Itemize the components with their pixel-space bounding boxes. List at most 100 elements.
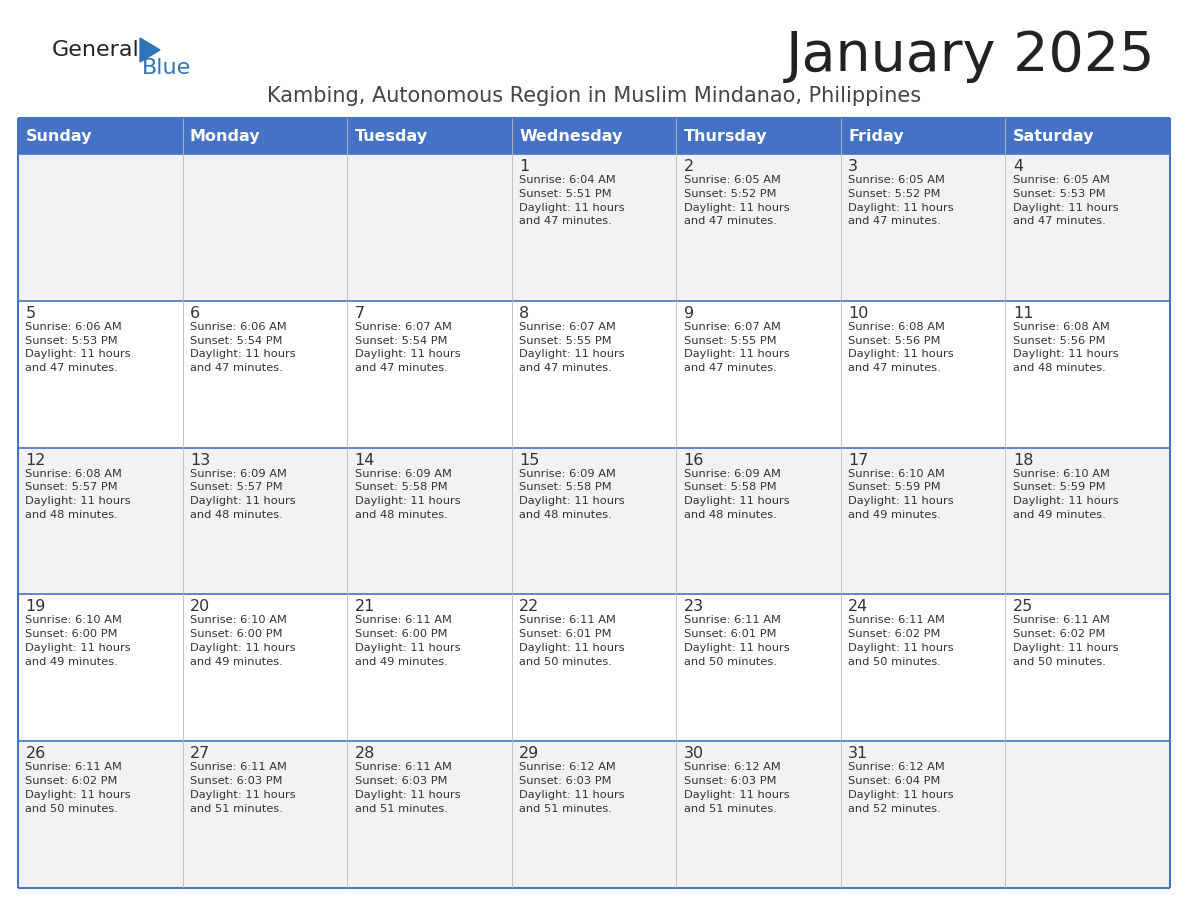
Bar xyxy=(841,594,1005,741)
Text: Sunrise: 6:09 AM: Sunrise: 6:09 AM xyxy=(519,468,617,478)
Text: Sunset: 6:02 PM: Sunset: 6:02 PM xyxy=(848,629,941,639)
Text: Sunset: 6:02 PM: Sunset: 6:02 PM xyxy=(1013,629,1105,639)
Text: Sunset: 5:53 PM: Sunset: 5:53 PM xyxy=(25,336,118,345)
Text: and 47 minutes.: and 47 minutes. xyxy=(519,364,612,374)
Text: and 48 minutes.: and 48 minutes. xyxy=(1013,364,1106,374)
Text: 10: 10 xyxy=(848,306,868,320)
Text: Sunrise: 6:10 AM: Sunrise: 6:10 AM xyxy=(1013,468,1110,478)
Text: 13: 13 xyxy=(190,453,210,467)
Bar xyxy=(183,448,347,594)
Text: Sunrise: 6:04 AM: Sunrise: 6:04 AM xyxy=(519,175,615,185)
Text: Sunset: 5:58 PM: Sunset: 5:58 PM xyxy=(683,482,776,492)
Text: Daylight: 11 hours: Daylight: 11 hours xyxy=(1013,643,1118,653)
Text: Sunset: 5:55 PM: Sunset: 5:55 PM xyxy=(519,336,612,345)
Text: and 49 minutes.: and 49 minutes. xyxy=(190,656,283,666)
Text: Sunset: 5:57 PM: Sunset: 5:57 PM xyxy=(190,482,283,492)
Text: Sunset: 6:01 PM: Sunset: 6:01 PM xyxy=(683,629,776,639)
Text: Sunset: 6:00 PM: Sunset: 6:00 PM xyxy=(25,629,118,639)
Text: and 50 minutes.: and 50 minutes. xyxy=(25,803,119,813)
Bar xyxy=(1005,301,1170,448)
Text: and 47 minutes.: and 47 minutes. xyxy=(848,364,941,374)
Text: Blue: Blue xyxy=(143,58,191,78)
Text: Sunrise: 6:11 AM: Sunrise: 6:11 AM xyxy=(848,615,946,625)
Text: and 48 minutes.: and 48 minutes. xyxy=(190,510,283,520)
Text: Sunset: 6:03 PM: Sunset: 6:03 PM xyxy=(354,776,447,786)
Text: and 47 minutes.: and 47 minutes. xyxy=(683,217,777,227)
Bar xyxy=(183,301,347,448)
Text: 17: 17 xyxy=(848,453,868,467)
Text: 23: 23 xyxy=(683,599,703,614)
Bar xyxy=(841,741,1005,888)
Text: Daylight: 11 hours: Daylight: 11 hours xyxy=(519,203,625,213)
Text: 14: 14 xyxy=(354,453,375,467)
Text: Daylight: 11 hours: Daylight: 11 hours xyxy=(848,203,954,213)
Text: and 52 minutes.: and 52 minutes. xyxy=(848,803,941,813)
Text: Daylight: 11 hours: Daylight: 11 hours xyxy=(354,643,460,653)
Text: Daylight: 11 hours: Daylight: 11 hours xyxy=(190,350,296,360)
Text: 12: 12 xyxy=(25,453,46,467)
Text: and 47 minutes.: and 47 minutes. xyxy=(519,217,612,227)
Bar xyxy=(676,741,841,888)
Text: Sunset: 6:00 PM: Sunset: 6:00 PM xyxy=(354,629,447,639)
Bar xyxy=(841,118,1005,154)
Text: Sunset: 5:52 PM: Sunset: 5:52 PM xyxy=(683,189,776,199)
Text: Daylight: 11 hours: Daylight: 11 hours xyxy=(683,643,789,653)
Text: Sunset: 5:54 PM: Sunset: 5:54 PM xyxy=(190,336,283,345)
Text: Daylight: 11 hours: Daylight: 11 hours xyxy=(519,350,625,360)
Text: and 47 minutes.: and 47 minutes. xyxy=(354,364,448,374)
Text: Sunset: 6:02 PM: Sunset: 6:02 PM xyxy=(25,776,118,786)
Bar xyxy=(347,154,512,301)
Text: Sunset: 5:56 PM: Sunset: 5:56 PM xyxy=(1013,336,1105,345)
Text: Sunrise: 6:10 AM: Sunrise: 6:10 AM xyxy=(190,615,286,625)
Text: Sunset: 6:03 PM: Sunset: 6:03 PM xyxy=(519,776,612,786)
Text: and 47 minutes.: and 47 minutes. xyxy=(848,217,941,227)
Text: and 49 minutes.: and 49 minutes. xyxy=(848,510,941,520)
Text: 25: 25 xyxy=(1013,599,1034,614)
Text: Daylight: 11 hours: Daylight: 11 hours xyxy=(25,789,131,800)
Text: Sunrise: 6:10 AM: Sunrise: 6:10 AM xyxy=(848,468,946,478)
Text: Sunset: 5:56 PM: Sunset: 5:56 PM xyxy=(848,336,941,345)
Text: 27: 27 xyxy=(190,746,210,761)
Text: Daylight: 11 hours: Daylight: 11 hours xyxy=(1013,203,1118,213)
Bar xyxy=(18,301,183,448)
Bar xyxy=(512,118,676,154)
Text: Daylight: 11 hours: Daylight: 11 hours xyxy=(848,350,954,360)
Text: 18: 18 xyxy=(1013,453,1034,467)
Bar xyxy=(18,741,183,888)
Text: Sunrise: 6:06 AM: Sunrise: 6:06 AM xyxy=(190,322,286,331)
Text: Sunset: 6:01 PM: Sunset: 6:01 PM xyxy=(519,629,612,639)
Text: Sunset: 5:53 PM: Sunset: 5:53 PM xyxy=(1013,189,1106,199)
Bar xyxy=(676,301,841,448)
Text: Sunrise: 6:05 AM: Sunrise: 6:05 AM xyxy=(683,175,781,185)
Text: Sunset: 5:58 PM: Sunset: 5:58 PM xyxy=(354,482,447,492)
Text: Sunday: Sunday xyxy=(25,129,91,143)
Text: Sunset: 5:59 PM: Sunset: 5:59 PM xyxy=(1013,482,1106,492)
Text: and 49 minutes.: and 49 minutes. xyxy=(354,656,448,666)
Text: Sunrise: 6:10 AM: Sunrise: 6:10 AM xyxy=(25,615,122,625)
Text: Friday: Friday xyxy=(848,129,904,143)
Text: and 50 minutes.: and 50 minutes. xyxy=(1013,656,1106,666)
Text: Monday: Monday xyxy=(190,129,260,143)
Text: 16: 16 xyxy=(683,453,704,467)
Text: 22: 22 xyxy=(519,599,539,614)
Text: Daylight: 11 hours: Daylight: 11 hours xyxy=(190,497,296,506)
Text: Sunrise: 6:12 AM: Sunrise: 6:12 AM xyxy=(848,762,944,772)
Text: 24: 24 xyxy=(848,599,868,614)
Bar xyxy=(347,741,512,888)
Text: Sunset: 5:58 PM: Sunset: 5:58 PM xyxy=(519,482,612,492)
Text: 1: 1 xyxy=(519,159,530,174)
Text: Daylight: 11 hours: Daylight: 11 hours xyxy=(25,497,131,506)
Bar xyxy=(183,741,347,888)
Text: Daylight: 11 hours: Daylight: 11 hours xyxy=(190,789,296,800)
Text: and 48 minutes.: and 48 minutes. xyxy=(519,510,612,520)
Bar xyxy=(1005,741,1170,888)
Bar xyxy=(512,448,676,594)
Text: Sunrise: 6:07 AM: Sunrise: 6:07 AM xyxy=(683,322,781,331)
Text: Sunset: 6:03 PM: Sunset: 6:03 PM xyxy=(190,776,283,786)
Text: 30: 30 xyxy=(683,746,703,761)
Text: and 49 minutes.: and 49 minutes. xyxy=(1013,510,1106,520)
Text: Daylight: 11 hours: Daylight: 11 hours xyxy=(25,643,131,653)
Text: Sunset: 5:59 PM: Sunset: 5:59 PM xyxy=(848,482,941,492)
Bar xyxy=(347,448,512,594)
Bar xyxy=(1005,594,1170,741)
